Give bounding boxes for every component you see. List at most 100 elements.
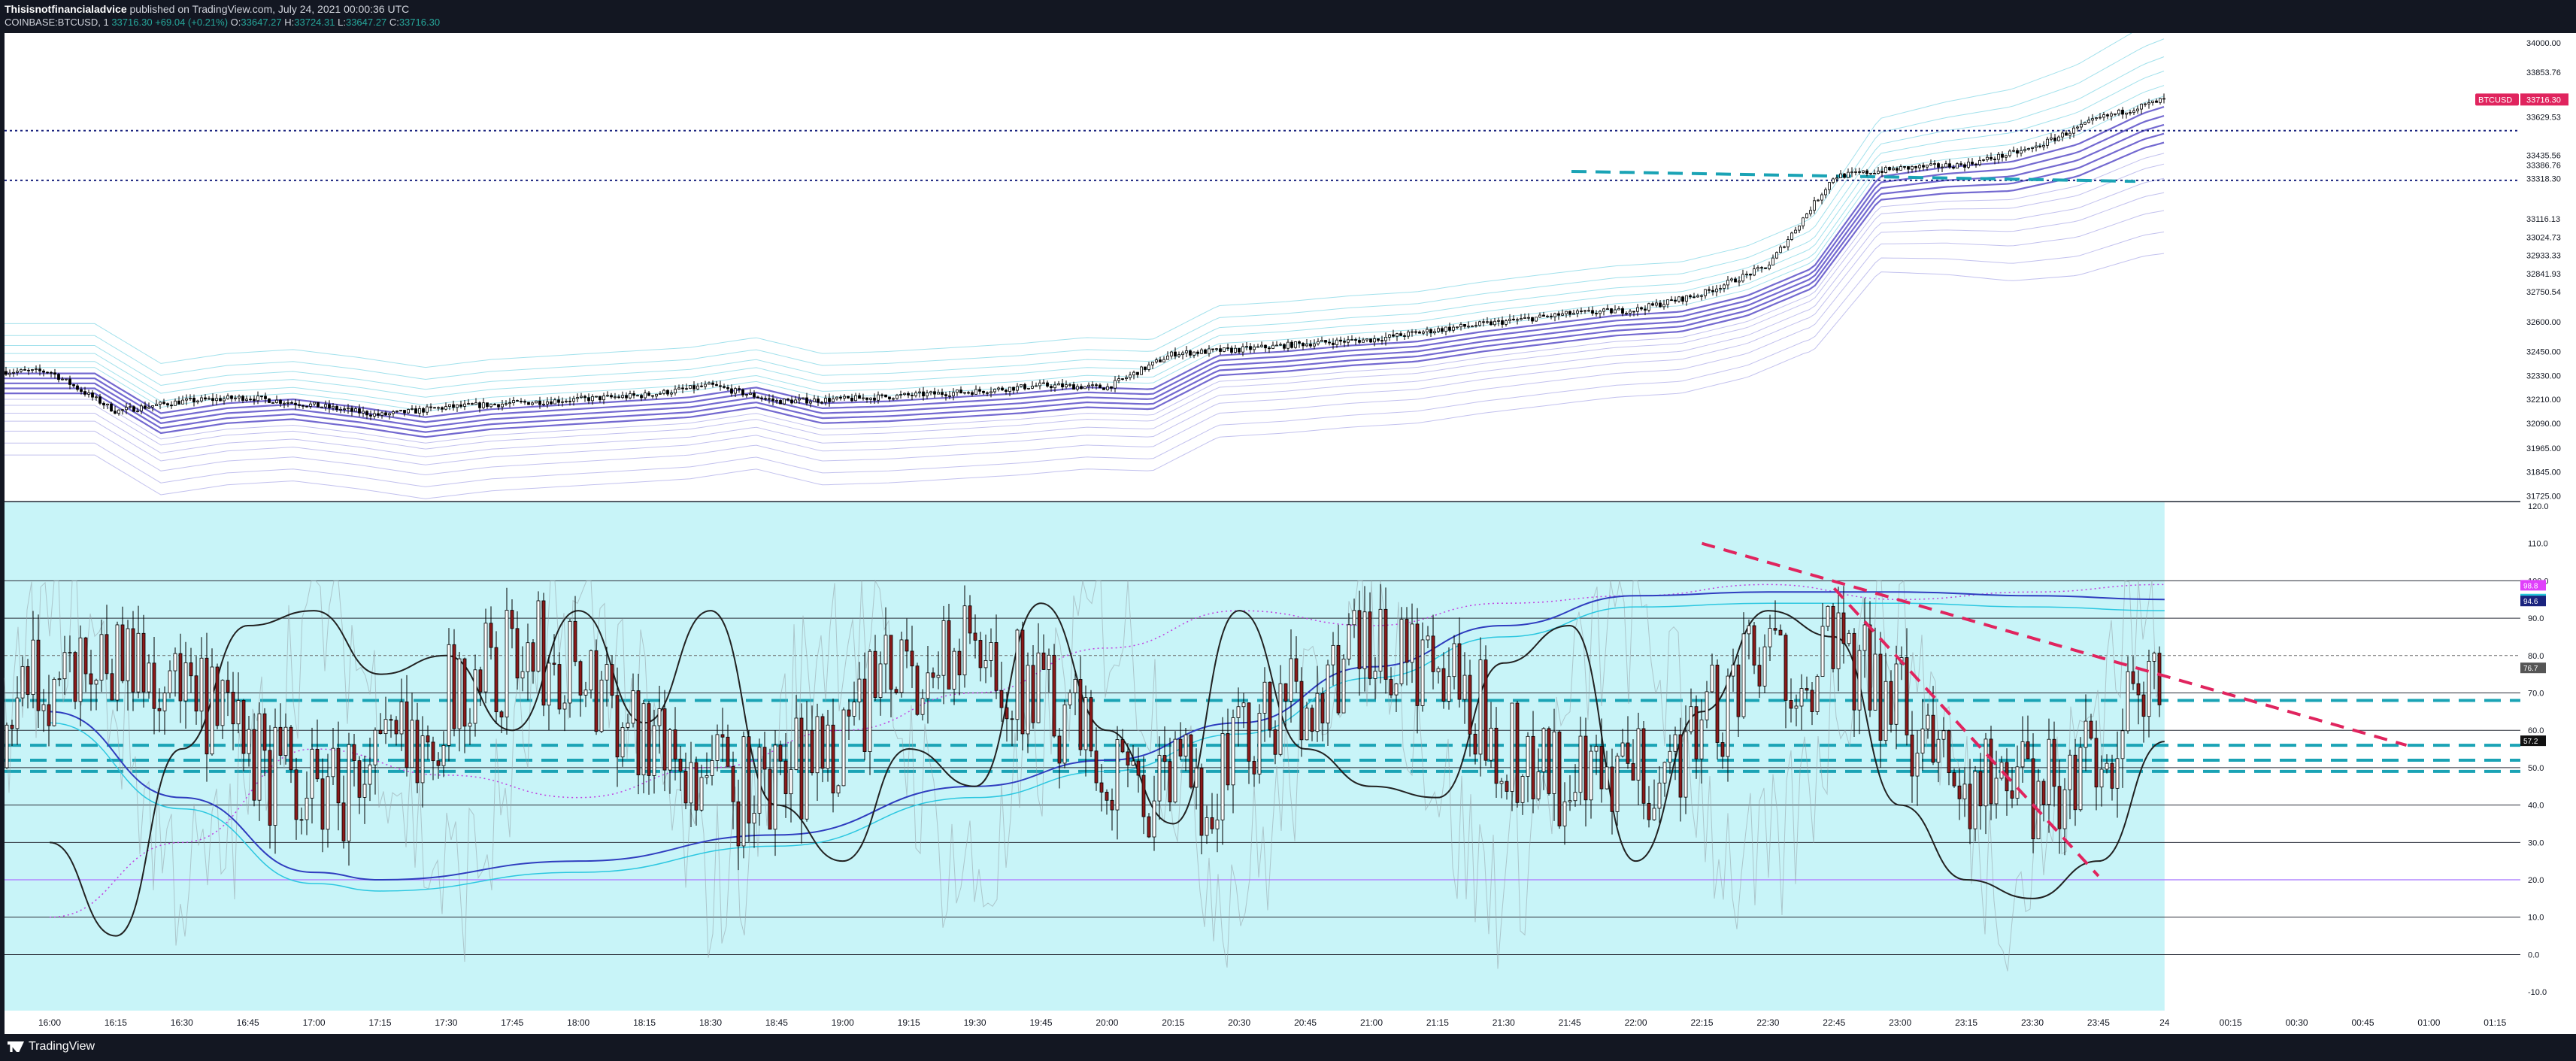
osc-candle [783,760,788,795]
price-candle [1835,177,1838,180]
osc-candle [83,637,88,674]
price-candle [2061,132,2064,138]
author-name[interactable]: Thisisnotfinancialadvice [5,3,127,15]
price-candle [1982,159,1985,161]
time-axis-label: 19:15 [898,1017,920,1028]
osc-candle [999,690,1004,708]
price-candle [358,408,361,414]
price-candle [1350,339,1353,341]
osc-candle [799,717,804,820]
osc-candle [747,736,751,824]
osc-candle [641,703,646,775]
price-candle [1501,320,1504,325]
price-candle [1659,302,1662,308]
symbol-label[interactable]: COINBASE:BTCUSD, 1 [5,17,109,28]
osc-candle [1589,750,1593,801]
price-candle [880,394,883,396]
ribbon-band-14 [5,71,2165,398]
osc-candle [1720,742,1725,757]
price-candle [1877,171,1880,174]
price-candle [1302,343,1305,347]
price-candle [1726,280,1729,286]
price-candle [1655,302,1658,306]
price-candle [944,394,947,396]
price-candle [1482,321,1485,323]
osc-candle [1662,762,1667,784]
price-candle [1952,166,1955,169]
osc-candle [26,665,30,696]
osc-candle [1173,738,1177,802]
price-candle [1373,338,1376,343]
price-candle [1715,288,1718,293]
price-candle [129,406,132,408]
price-candle [1993,159,1996,160]
price-candle [1031,386,1034,389]
price-candle [467,403,470,405]
price-candle [621,395,624,399]
price-candle [2042,144,2045,147]
osc-candle [47,704,51,726]
price-candle [877,394,880,401]
tradingview-logo[interactable]: TradingView [8,1040,95,1053]
osc-candle [183,662,188,702]
price-candle [1076,386,1079,390]
time-axis-label: 23:00 [1889,1017,1911,1028]
price-candle [279,399,282,404]
high-value: 33724.31 [294,17,335,28]
time-axis-label: 01:00 [2417,1017,2440,1028]
price-candle [546,401,549,405]
price-candle [1610,308,1613,314]
price-candle [474,402,477,405]
osc-candle [1226,733,1230,786]
price-candle [1151,361,1154,365]
price-candle [1617,308,1620,311]
osc-candle [594,650,599,732]
price-candle [1956,163,1959,169]
osc-candle [1715,665,1720,743]
price-candle [1320,340,1323,342]
price-candle [813,399,816,402]
price-candle [482,402,485,408]
osc-candle [1610,766,1614,812]
price-candle [501,403,504,408]
price-candle [2080,123,2083,128]
osc-candle [1852,632,1856,711]
time-axis-label: 20:15 [1162,1017,1184,1028]
price-candle [1012,387,1015,391]
osc-candle [2047,738,2051,805]
price-axis-label: 32933.33 [2526,252,2561,261]
price-candle [1279,344,1282,346]
price-candle [644,393,647,399]
osc-candle [1826,605,1830,627]
price-candle [2046,138,2049,146]
price-candle [1298,341,1301,344]
osc-candle [1747,625,1751,635]
osc-value-badge-bg [2520,580,2546,591]
price-candle [843,396,846,399]
osc-candle [2099,768,2104,788]
price-candle [1704,289,1707,296]
price-candle [1392,334,1395,337]
price-candle [1768,264,1771,269]
price-candle [1208,348,1211,354]
osc-candle [1631,762,1635,781]
price-candle [1632,311,1635,313]
osc-candle [231,692,235,725]
publish-date: published on TradingView.com, July 24, 2… [129,3,410,15]
osc-candle [283,726,288,756]
osc-candle [1294,658,1299,682]
ribbon-band-5 [5,163,2165,450]
osc-candle [626,723,630,728]
osc-candle [2136,683,2141,696]
price-candle [1347,339,1350,343]
price-candle [1365,338,1368,341]
osc-candle [1847,632,1851,644]
price-candle [1343,341,1346,343]
high-label: H: [284,17,295,28]
price-candle [1824,189,1827,196]
price-candle [1166,355,1169,360]
price-candle [978,389,981,392]
trading-chart[interactable]: 34000.00 33853.76 33629.53 33435.5633386.76… [0,33,2576,1034]
price-candle [899,394,902,396]
osc-candle [247,729,251,754]
